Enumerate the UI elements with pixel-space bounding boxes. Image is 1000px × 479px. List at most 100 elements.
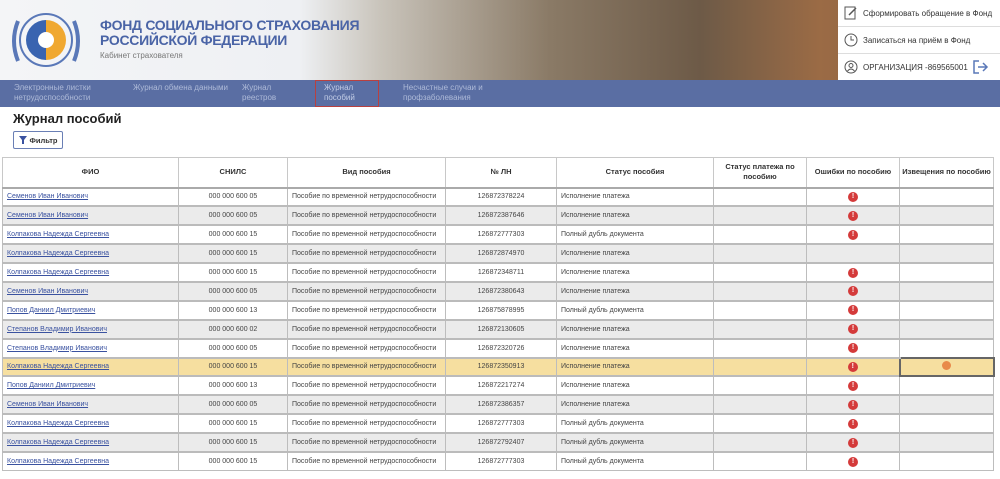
cell-payment-status [713,318,807,340]
cell-fio: Попов Даниил Дмитриевич [2,375,179,396]
column-header-notices[interactable]: Извещения по пособию [899,157,994,189]
column-header-snils[interactable]: СНИЛС [178,157,288,189]
header: ФОНД СОЦИАЛЬНОГО СТРАХОВАНИЯ РОССИЙСКОЙ … [0,0,1000,80]
cell-snils: 000 000 600 15 [178,243,288,264]
employee-link[interactable]: Колпакова Надежда Сергеевна [7,269,110,276]
table-row[interactable]: Семенов Иван Иванович 000 000 600 05 Пособ… [2,186,994,207]
employee-link[interactable]: Колпакова Надежда Сергеевна [7,363,110,371]
employee-link[interactable]: Семенов Иван Иванович [7,212,89,220]
cell-ln-number: 126872348711 [445,262,557,283]
employee-link[interactable]: Колпакова Надежда Сергеевна [7,231,110,239]
cell-benefit-type: Пособие по временной нетрудоспособности [287,186,446,207]
cell-errors: ! [806,299,900,321]
table-row[interactable]: Колпакова Надежда Сергеевна 000 000 600 1… [2,413,994,434]
cell-benefit-status: Исполнение платежа [556,205,714,226]
cell-errors: ! [806,318,900,340]
employee-link[interactable]: Семенов Иван Иванович [7,401,89,409]
cell-fio: Степанов Владимир Иванович [2,318,179,340]
cell-benefit-status: Исполнение платежа [556,337,714,359]
cell-notices [899,186,994,207]
error-icon[interactable]: ! [848,267,858,278]
cell-notices [899,205,994,226]
table-row[interactable]: Колпакова Надежда Сергеевна 000 000 600 1… [2,356,995,378]
cell-payment-status [713,299,807,321]
cell-payment-status [713,413,807,434]
cell-benefit-type: Пособие по временной нетрудоспособности [287,432,446,453]
table-row[interactable]: Колпакова Надежда Сергеевна 000 000 600 1… [2,262,994,283]
cell-snils: 000 000 600 15 [178,413,288,434]
table-row[interactable]: Попов Даниил Дмитриевич 000 000 600 13 Пос… [2,299,994,321]
nav-accidents[interactable]: Несчастные случаи и профзаболевания [403,83,483,102]
cell-snils: 000 000 600 13 [178,375,288,396]
cell-errors: ! [806,375,900,396]
employee-link[interactable]: Колпакова Надежда Сергеевна [7,439,110,447]
column-header-errors[interactable]: Ошибки по пособию [806,157,900,189]
error-icon[interactable]: ! [848,437,858,448]
table-row[interactable]: Семенов Иван Иванович 000 000 600 05 Пособ… [2,280,994,302]
cell-ln-number: 126872792407 [445,432,557,453]
cell-payment-status [713,337,807,359]
employee-link[interactable]: Семенов Иван Иванович [7,287,89,295]
column-header-fio[interactable]: ФИО [2,157,179,189]
column-header-ln-number[interactable]: № ЛН [445,157,557,189]
cell-benefit-type: Пособие по временной нетрудоспособности [287,243,446,264]
column-header-benefit-type[interactable]: Вид пособия [287,157,446,189]
table-row[interactable]: Степанов Владимир Иванович 000 000 600 02… [2,318,994,340]
employee-link[interactable]: Попов Даниил Дмитриевич [7,306,96,314]
error-icon[interactable]: ! [848,456,858,467]
column-header-benefit-status[interactable]: Статус пособия [556,157,714,189]
error-icon[interactable]: ! [848,399,858,410]
create-request-button[interactable]: Сформировать обращение в Фонд [838,0,1000,27]
nav-registries[interactable]: Журнал реестров [242,83,277,102]
error-icon[interactable]: ! [848,305,858,316]
cell-ln-number: 126872777303 [445,224,557,245]
employee-link[interactable]: Колпакова Надежда Сергеевна [7,458,110,466]
cell-benefit-type: Пособие по временной нетрудоспособности [287,337,446,359]
column-header-payment-status[interactable]: Статус платежа по пособию [713,157,807,189]
table-row[interactable]: Колпакова Надежда Сергеевна 000 000 600 1… [2,450,994,472]
table-row[interactable]: Степанов Владимир Иванович 000 000 600 05… [2,337,994,359]
cell-errors: ! [806,337,900,359]
cell-benefit-status: Полный дубль документа [556,450,714,472]
create-request-label: Сформировать обращение в Фонд [863,8,993,18]
organization-account[interactable]: ОРГАНИЗАЦИЯ -869565001 [838,54,1000,80]
employee-link[interactable]: Колпакова Надежда Сергеевна [7,250,110,258]
error-icon[interactable]: ! [848,380,858,391]
cell-snils: 000 000 600 13 [178,299,288,321]
error-icon[interactable]: ! [847,361,858,372]
nav-benefits[interactable]: Журнал пособий [315,80,379,107]
logout-icon[interactable] [973,60,989,74]
appointment-button[interactable]: Записаться на приём в Фонд [838,27,1000,54]
error-icon[interactable]: ! [848,210,858,221]
error-icon[interactable]: ! [848,324,858,335]
cell-benefit-type: Пособие по временной нетрудоспособности [287,262,446,283]
table-row[interactable]: Колпакова Надежда Сергеевна 000 000 600 1… [2,243,994,264]
cell-ln-number: 126875878995 [445,299,557,321]
cell-errors: ! [806,432,900,453]
table-row[interactable]: Колпакова Надежда Сергеевна 000 000 600 1… [2,432,994,453]
table-row[interactable]: Колпакова Надежда Сергеевна 000 000 600 1… [2,224,994,245]
cell-fio: Семенов Иван Иванович [2,186,179,207]
cell-notices [899,375,994,396]
employee-link[interactable]: Семенов Иван Иванович [7,193,89,201]
notice-icon[interactable] [942,361,951,371]
cell-ln-number: 126872130605 [445,318,557,340]
error-icon[interactable]: ! [848,229,858,240]
table-row[interactable]: Попов Даниил Дмитриевич 000 000 600 13 Пос… [2,375,994,396]
error-icon[interactable]: ! [848,418,858,429]
table-row[interactable]: Семенов Иван Иванович 000 000 600 05 Пособ… [2,205,994,226]
benefits-table: ФИО СНИЛС Вид пособия № ЛН Статус пособия Ста… [2,157,995,472]
nav-sick-leave[interactable]: Электронные листки нетрудоспособности [14,83,91,102]
employee-link[interactable]: Степанов Владимир Иванович [7,344,107,352]
employee-link[interactable]: Степанов Владимир Иванович [7,325,107,333]
employee-link[interactable]: Попов Даниил Дмитриевич [7,382,96,390]
filter-button[interactable]: Фильтр [13,131,63,149]
nav-data-exchange[interactable]: Журнал обмена данными [133,83,228,92]
employee-link[interactable]: Колпакова Надежда Сергеевна [7,420,110,428]
error-icon[interactable]: ! [848,286,858,297]
main-nav: Электронные листки нетрудоспособности Жу… [0,80,1000,107]
error-icon[interactable]: ! [848,191,858,202]
table-row[interactable]: Семенов Иван Иванович 000 000 600 05 Пособ… [2,394,994,415]
page-title: Журнал пособий [13,111,122,126]
error-icon[interactable]: ! [848,343,858,354]
